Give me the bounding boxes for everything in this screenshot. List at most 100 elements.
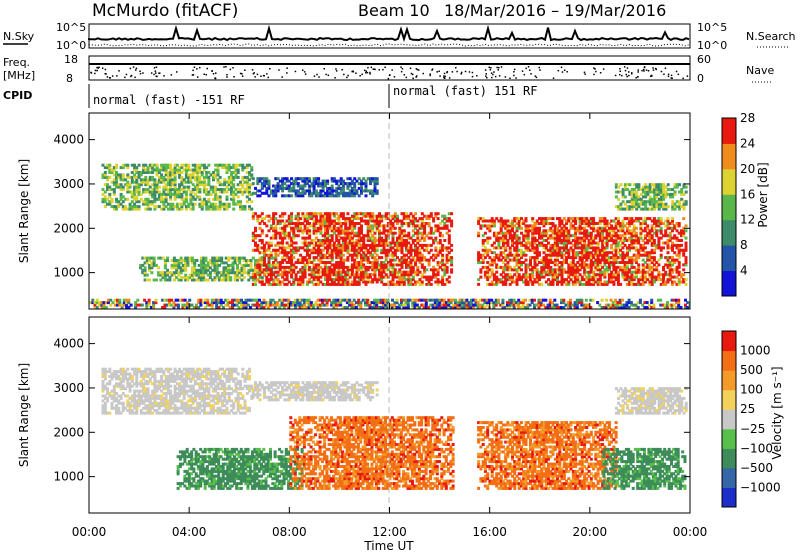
echo-cell — [215, 268, 219, 272]
echo-cell — [142, 200, 146, 204]
echo-cell — [166, 175, 170, 179]
echo-cell — [283, 282, 287, 286]
echo-cell — [178, 168, 182, 172]
echo-cell — [178, 207, 182, 211]
echo-cell — [357, 239, 361, 242]
echo-cell — [662, 280, 665, 284]
echo-cell — [601, 256, 605, 260]
echo-cell — [544, 217, 548, 221]
echo-cell — [499, 229, 503, 233]
echo-cell — [648, 217, 652, 221]
nave-dot — [335, 70, 338, 72]
echo-cell — [366, 222, 370, 225]
echo-cell — [542, 261, 546, 264]
echo-cell — [227, 278, 230, 282]
nave-dot — [647, 70, 650, 72]
echo-cell — [171, 202, 175, 206]
echo-cell — [184, 175, 188, 179]
echo-cell — [436, 226, 440, 230]
echo-cell — [263, 248, 266, 252]
echo-cell — [360, 270, 363, 274]
echo-cell — [371, 265, 375, 269]
echo-cell — [594, 280, 598, 284]
echo-cell — [355, 282, 359, 286]
echo-cell — [323, 253, 327, 257]
echo-cell — [630, 265, 634, 269]
nave-dot — [334, 77, 336, 79]
echo-cell — [278, 251, 282, 255]
echo-cell — [632, 239, 636, 242]
echo-cell — [619, 282, 623, 286]
echo-cell — [303, 189, 307, 193]
echo-cell — [341, 261, 345, 264]
echo-cell — [434, 275, 438, 279]
echo-cell — [396, 219, 399, 223]
echo-cell — [254, 212, 257, 216]
echo-cell — [198, 197, 202, 201]
echo-cell — [650, 239, 654, 242]
echo-cell — [265, 186, 269, 190]
echo-cell — [569, 278, 573, 282]
echo-cell — [305, 226, 309, 230]
echo-cell — [287, 234, 291, 238]
echo-cell — [151, 188, 155, 191]
echo-cell — [166, 259, 170, 262]
echo-cell — [364, 222, 368, 225]
echo-cell — [265, 271, 269, 275]
echo-cell — [248, 178, 251, 182]
echo-cell — [641, 270, 645, 274]
echo-cell — [160, 168, 164, 172]
echo-cell — [598, 239, 602, 242]
echo-cell — [339, 248, 343, 252]
echo-cell — [675, 229, 679, 233]
echo-cell — [405, 243, 408, 247]
echo-cell — [115, 166, 118, 170]
echo-cell — [630, 278, 634, 282]
echo-cell — [281, 177, 285, 181]
echo-cell — [619, 234, 623, 238]
echo-cell — [290, 217, 294, 221]
echo-cell — [150, 271, 154, 275]
echo-cell — [355, 191, 359, 195]
echo-cell — [310, 268, 314, 272]
echo-cell — [299, 217, 303, 221]
echo-cell — [585, 229, 589, 233]
echo-cell — [616, 236, 620, 240]
echo-cell — [652, 219, 656, 223]
echo-cell — [632, 234, 636, 238]
echo-cell — [285, 184, 289, 188]
echo-cell — [328, 243, 332, 247]
echo-cell — [391, 246, 395, 250]
echo-cell — [308, 191, 312, 195]
echo-cell — [675, 222, 679, 225]
echo-cell — [290, 263, 294, 267]
echo-cell — [278, 214, 282, 218]
echo-cell — [411, 282, 415, 286]
echo-cell — [560, 226, 564, 230]
echo-cell — [159, 273, 163, 277]
echo-cell — [371, 212, 375, 216]
sky-tick-bottom-right: 10^0 — [697, 39, 727, 52]
echo-cell — [163, 271, 167, 275]
echo-cell — [223, 205, 227, 209]
echo-cell — [326, 248, 330, 252]
echo-cell — [375, 226, 379, 230]
echo-cell — [565, 222, 568, 225]
echo-cell — [542, 275, 546, 279]
echo-cell — [501, 282, 505, 286]
nave-dot — [163, 75, 165, 77]
echo-cell — [148, 171, 152, 174]
echo-cell — [146, 188, 150, 191]
echo-cell — [373, 248, 377, 252]
echo-cell — [666, 246, 670, 250]
echo-cell — [648, 251, 652, 255]
echo-cell — [677, 251, 681, 255]
echo-cell — [382, 251, 386, 255]
echo-cell — [301, 222, 305, 225]
echo-cell — [317, 194, 321, 198]
echo-cell — [321, 182, 325, 186]
echo-cell — [483, 270, 487, 274]
echo-cell — [565, 243, 568, 247]
echo-cell — [319, 214, 323, 218]
echo-cell — [290, 194, 294, 198]
